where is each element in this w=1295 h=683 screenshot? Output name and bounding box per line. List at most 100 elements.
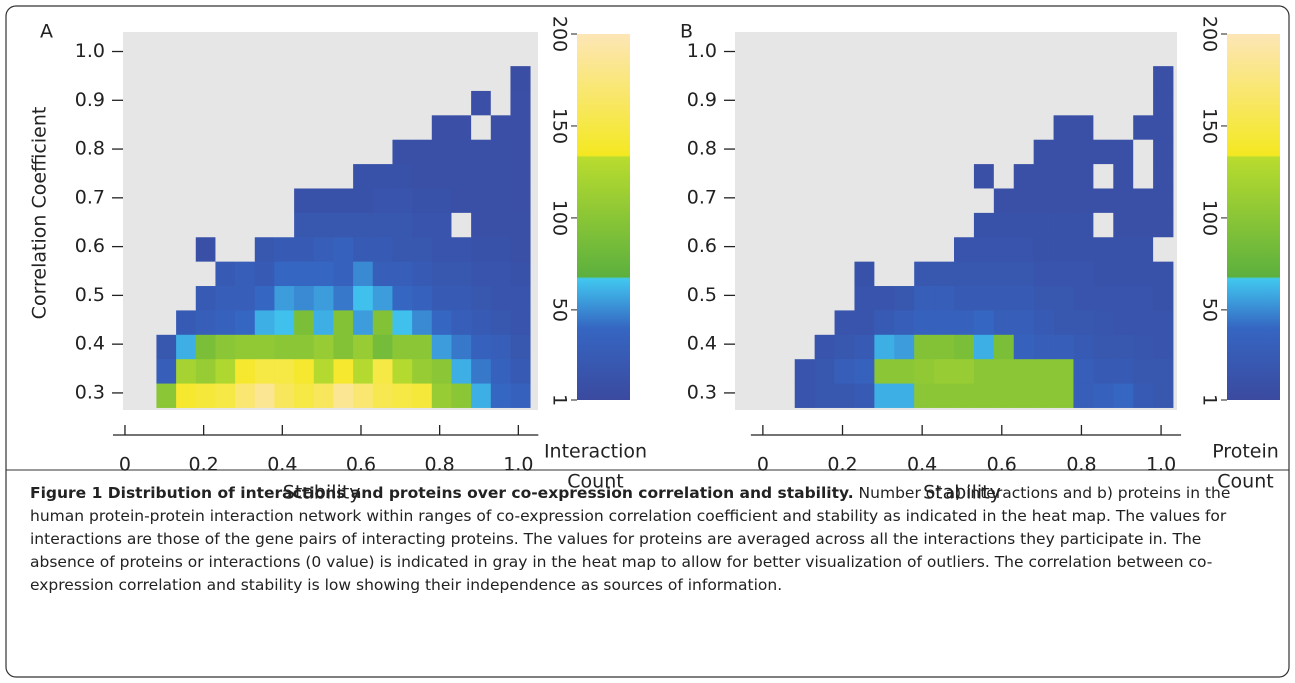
heat-cell bbox=[274, 310, 295, 335]
heat-cell bbox=[1113, 261, 1134, 287]
x-tick-label: 0 bbox=[757, 454, 769, 476]
heat-cell bbox=[490, 212, 511, 238]
heat-cell bbox=[471, 383, 492, 408]
caption: Figure 1 Distribution of interactions an… bbox=[30, 482, 1268, 597]
heat-cell bbox=[254, 66, 275, 91]
heat-cell bbox=[471, 212, 492, 238]
heat-cell bbox=[1033, 212, 1054, 238]
heat-cell bbox=[954, 212, 975, 238]
heat-cell bbox=[1053, 163, 1074, 189]
heat-cell bbox=[235, 139, 256, 165]
heat-cell bbox=[490, 139, 511, 165]
heat-cell bbox=[874, 114, 895, 140]
heat-cell bbox=[1153, 139, 1174, 165]
frame bbox=[5, 5, 1290, 678]
heat-cell bbox=[313, 90, 334, 116]
heat-cell bbox=[854, 90, 875, 116]
heat-cell bbox=[176, 188, 197, 213]
heat-cell bbox=[1033, 358, 1054, 384]
colorbar-tick-label: 200 bbox=[1199, 16, 1221, 52]
heat-cell bbox=[412, 334, 433, 360]
heat-cell bbox=[353, 188, 374, 213]
heat-cell bbox=[1093, 383, 1114, 408]
y-tick-label: 0.4 bbox=[75, 333, 105, 355]
heat-cell bbox=[1153, 90, 1174, 116]
heat-cell bbox=[353, 114, 374, 140]
y-tick-label: 0.7 bbox=[687, 186, 717, 208]
caption-text: Number of a) interactions and b) protein… bbox=[30, 484, 1231, 594]
heat-cell bbox=[934, 114, 955, 140]
heat-cell bbox=[1093, 261, 1114, 287]
heat-cell bbox=[954, 188, 975, 213]
heat-cell bbox=[235, 261, 256, 287]
heat-cell bbox=[814, 236, 835, 262]
heat-cell bbox=[834, 358, 855, 384]
heat-cell bbox=[1013, 285, 1035, 311]
heat-cell bbox=[1033, 114, 1054, 140]
heat-cell bbox=[353, 383, 374, 408]
colorbar-title: Interaction bbox=[544, 441, 647, 463]
heat-cell bbox=[451, 310, 472, 335]
heat-cell bbox=[1113, 163, 1134, 189]
heat-cell bbox=[431, 285, 452, 311]
heat-cell bbox=[215, 188, 236, 213]
heat-cell bbox=[431, 139, 452, 165]
heat-cell bbox=[274, 358, 295, 384]
heat-cell bbox=[973, 188, 995, 213]
heat-cell bbox=[1153, 188, 1174, 213]
heat-cell bbox=[993, 310, 1015, 335]
heat-cell bbox=[156, 261, 177, 287]
heat-cell bbox=[156, 90, 177, 116]
heat-cell bbox=[993, 285, 1015, 311]
y-tick-label: 0.9 bbox=[75, 89, 105, 111]
heat-cell bbox=[313, 163, 334, 189]
heat-cell bbox=[254, 358, 275, 384]
heat-cell bbox=[353, 334, 374, 360]
heat-cell bbox=[1033, 66, 1054, 91]
heat-cell bbox=[215, 358, 236, 384]
heat-cell bbox=[954, 334, 975, 360]
heat-cell bbox=[794, 66, 816, 91]
x-tick-label: 0.4 bbox=[907, 454, 937, 476]
heat-cell bbox=[1013, 383, 1035, 408]
heat-cell bbox=[914, 236, 935, 262]
heat-cell bbox=[1113, 383, 1134, 408]
heat-cell bbox=[934, 285, 955, 311]
y-tick-label: 0.6 bbox=[75, 235, 105, 257]
colorbar-tick-label: 1 bbox=[549, 394, 571, 406]
heat-cell bbox=[176, 212, 197, 238]
heat-cell bbox=[313, 188, 334, 213]
heat-cell bbox=[1113, 114, 1134, 140]
heat-cell bbox=[1093, 188, 1114, 213]
heat-cell bbox=[215, 285, 236, 311]
heat-cell bbox=[156, 358, 177, 384]
heat-cell bbox=[834, 114, 855, 140]
heat-cell bbox=[156, 310, 177, 335]
heat-cell bbox=[510, 334, 531, 360]
heat-cell bbox=[1133, 310, 1154, 335]
heat-cell bbox=[412, 261, 433, 287]
heat-cell bbox=[1033, 383, 1054, 408]
heat-cell bbox=[392, 212, 413, 238]
heat-cell bbox=[431, 66, 452, 91]
colorbar-tick-label: 1 bbox=[1199, 394, 1221, 406]
heat-cell bbox=[993, 163, 1015, 189]
heat-cell bbox=[372, 188, 393, 213]
heat-cell bbox=[993, 66, 1015, 91]
heat-cell bbox=[274, 66, 295, 91]
heat-cell bbox=[372, 114, 393, 140]
heat-cell bbox=[195, 163, 216, 189]
heat-cell bbox=[510, 383, 531, 408]
heat-cell bbox=[1073, 66, 1094, 91]
heat-cell bbox=[934, 66, 955, 91]
heat-cell bbox=[313, 66, 334, 91]
heat-cell bbox=[993, 261, 1015, 287]
heat-cell bbox=[215, 236, 236, 262]
heat-cell bbox=[854, 236, 875, 262]
heat-cell bbox=[834, 334, 855, 360]
heat-cell bbox=[353, 310, 374, 335]
heat-cell bbox=[874, 383, 895, 408]
heat-cell bbox=[431, 212, 452, 238]
heat-cell bbox=[1133, 236, 1154, 262]
